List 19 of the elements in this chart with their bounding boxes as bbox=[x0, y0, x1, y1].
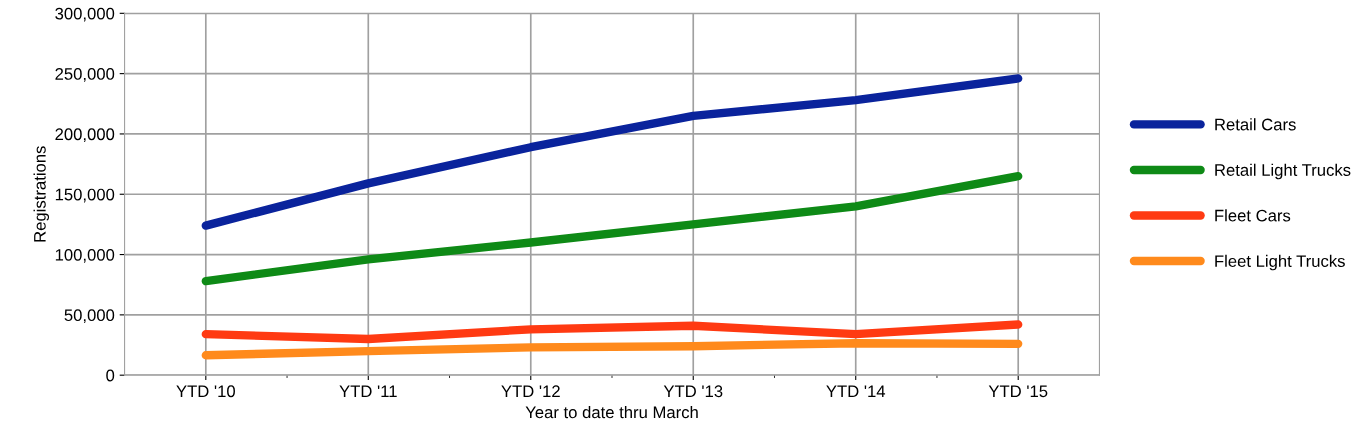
y-tick-label: 50,000 bbox=[64, 309, 115, 324]
x-tick-label: YTD '15 bbox=[988, 385, 1048, 398]
x-tick-label: YTD '12 bbox=[501, 385, 560, 397]
x-axis-title: Year to date thru March bbox=[525, 405, 698, 419]
x-tick-label: YTD '11 bbox=[339, 385, 397, 397]
y-axis-title: Registrations bbox=[33, 146, 50, 242]
legend-label: Retail Light Trucks bbox=[1215, 163, 1351, 180]
x-tick-label: YTD '10 bbox=[176, 385, 235, 398]
y-tick-label: 0 bbox=[106, 369, 115, 382]
y-tick-label: 200,000 bbox=[55, 128, 115, 143]
y-tick-label: 100,000 bbox=[55, 248, 115, 263]
legend-label: Retail Cars bbox=[1215, 118, 1296, 131]
y-tick-label: 150,000 bbox=[55, 188, 115, 203]
legend-label: Fleet Light Trucks bbox=[1215, 254, 1345, 271]
x-tick-label: YTD '13 bbox=[663, 385, 723, 398]
legend-label: Fleet Cars bbox=[1215, 209, 1291, 222]
y-tick-label: 300,000 bbox=[55, 7, 115, 22]
y-tick-label: 250,000 bbox=[55, 68, 115, 82]
x-tick-label: YTD '14 bbox=[826, 385, 886, 397]
